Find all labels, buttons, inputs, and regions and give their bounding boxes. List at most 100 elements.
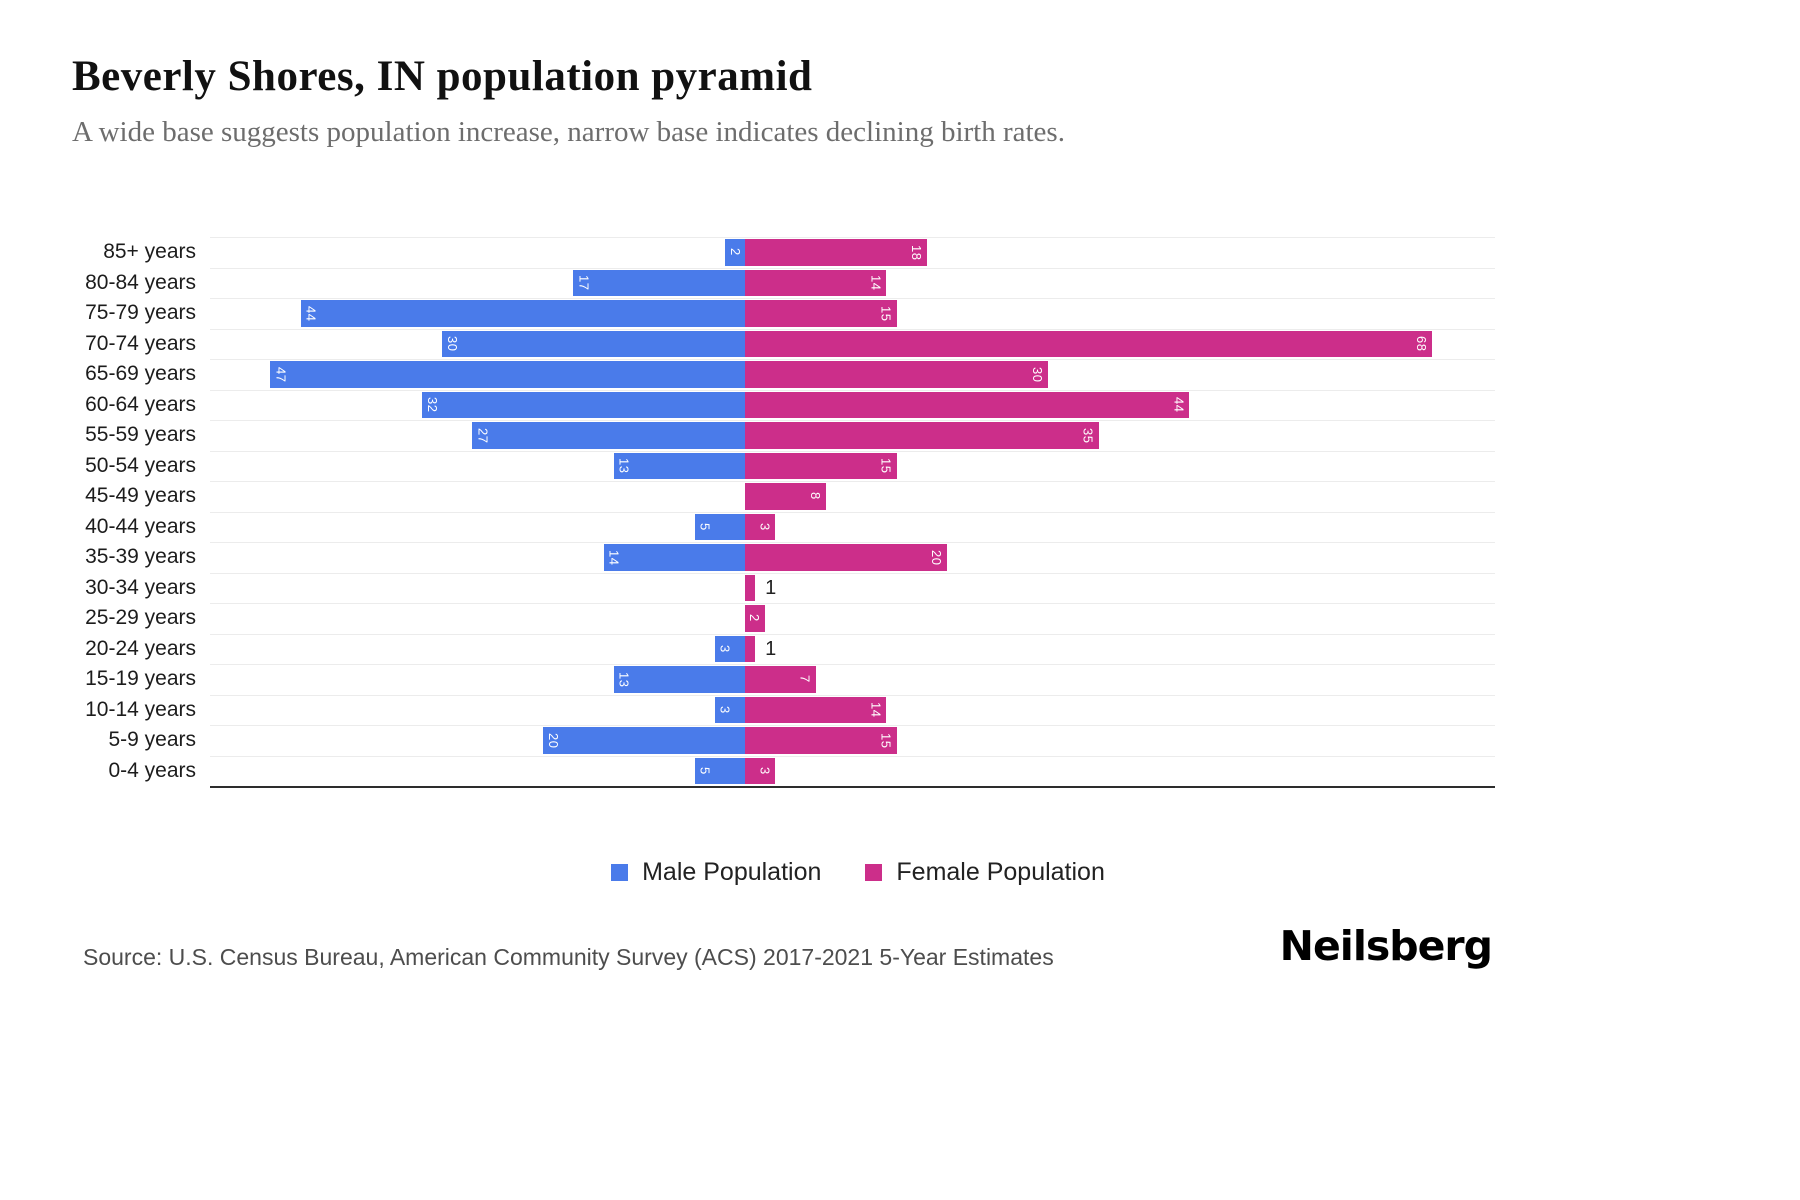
page-subtitle: A wide base suggests population increase…: [72, 116, 1065, 148]
y-axis-label: 50-54 years: [85, 453, 196, 477]
bar-value-label: 2: [747, 614, 763, 623]
gridline: [210, 328, 1495, 330]
bar-value-label: 68: [1413, 336, 1429, 352]
brand-logo: Neilsberg: [1279, 922, 1493, 970]
chart-row: 40-44 years 5 3: [0, 511, 1800, 543]
gridline: [210, 633, 1495, 635]
bar-value-label: 5: [697, 522, 713, 531]
chart-row: 10-14 years 3 14: [0, 694, 1800, 726]
bar-value-label: 3: [757, 766, 773, 775]
bar-value-label: 1: [765, 637, 777, 660]
gridline: [210, 389, 1495, 391]
y-axis-label: 5-9 years: [108, 728, 196, 751]
bar-value-label: 44: [1171, 397, 1187, 413]
bar-value-label: 14: [868, 702, 884, 718]
bar-value-label: 7: [797, 675, 813, 684]
gridline: [210, 420, 1495, 421]
y-axis-label: 75-79 years: [85, 301, 196, 324]
bar-value-label: 14: [868, 275, 884, 291]
gridline: [210, 267, 1495, 269]
gridline: [210, 572, 1495, 574]
chart-row: 75-79 years 44 15: [0, 298, 1800, 329]
bar-value-label: 2: [727, 248, 743, 257]
female-bar: 15: [745, 300, 897, 327]
male-bar: 27: [472, 422, 745, 449]
bar-value-label: 20: [546, 732, 561, 748]
male-bar: 3: [714, 635, 745, 662]
bar-value-label: 27: [475, 427, 491, 443]
gridline: [210, 298, 1495, 299]
female-bar: 15: [745, 727, 897, 754]
female-bar: [745, 574, 756, 601]
chart-row: 20-24 years 3 1: [0, 633, 1800, 665]
male-bar: 13: [613, 452, 745, 479]
gridline: [210, 237, 1495, 238]
y-axis-label: 65-69 years: [85, 362, 196, 385]
y-axis-label: 25-29 years: [85, 606, 196, 629]
bar-value-label: 3: [757, 522, 773, 531]
source-attribution: Source: U.S. Census Bureau, American Com…: [83, 944, 1054, 970]
gridline: [210, 603, 1495, 604]
female-bar: 2: [745, 605, 766, 632]
bar-value-label: 5: [697, 766, 713, 775]
gridline: [210, 725, 1495, 726]
bar-value-label: 20: [929, 549, 944, 565]
female-bar: 8: [745, 483, 826, 510]
y-axis-label: 85+ years: [103, 240, 196, 263]
female-bar: 18: [745, 239, 927, 266]
female-bar: 14: [745, 696, 887, 723]
female-bar: 20: [745, 544, 947, 571]
bar-value-label: 15: [878, 732, 894, 748]
gridline: [210, 450, 1495, 452]
male-bar: 17: [573, 269, 745, 296]
bar-value-label: 15: [878, 305, 894, 321]
female-bar: 15: [745, 452, 897, 479]
bar-value-label: 13: [616, 458, 632, 474]
bar-value-label: 18: [908, 244, 924, 260]
female-bar: 3: [745, 757, 776, 784]
male-bar: 32: [421, 391, 745, 418]
bar-value-label: 17: [576, 275, 592, 291]
chart-row: 5-9 years 20 15: [0, 725, 1800, 756]
y-axis-label: 30-34 years: [85, 575, 196, 599]
gridline: [210, 481, 1495, 482]
female-bar: 44: [745, 391, 1190, 418]
chart-row: 50-54 years 13 15: [0, 450, 1800, 482]
legend-item-male[interactable]: Male Population: [611, 858, 821, 887]
bar-value-label: 3: [717, 705, 733, 714]
y-axis-label: 15-19 years: [85, 667, 196, 690]
population-pyramid-chart: 85+ years 2 18 80-84 years 17 14 75-79 years 44…: [0, 237, 1800, 786]
bar-value-label: 8: [807, 492, 823, 501]
bar-value-label: 3: [717, 644, 733, 653]
male-bar: 47: [270, 361, 745, 388]
bar-value-label: 14: [606, 549, 622, 565]
chart-row: 85+ years 2 18: [0, 237, 1800, 268]
male-bar: 44: [300, 300, 745, 327]
chart-row: 55-59 years 27 35: [0, 420, 1800, 451]
female-bar: [745, 635, 756, 662]
male-bar: 14: [603, 544, 745, 571]
bar-value-label: 47: [273, 366, 289, 382]
legend-label-female: Female Population: [896, 857, 1105, 886]
chart-row: 30-34 years 1: [0, 572, 1800, 604]
male-bar: 30: [442, 330, 745, 357]
bar-value-label: 30: [445, 336, 460, 352]
chart-row: 35-39 years 14 20: [0, 542, 1800, 573]
legend-item-female[interactable]: Female Population: [865, 857, 1105, 887]
female-bar: 14: [745, 269, 887, 296]
female-bar: 7: [745, 666, 816, 693]
male-bar: 13: [613, 666, 745, 693]
female-bar: 3: [745, 513, 776, 540]
chart-row: 65-69 years 47 30: [0, 359, 1800, 390]
bar-value-label: 15: [878, 458, 894, 474]
y-axis-label: 70-74 years: [85, 331, 196, 355]
chart-row: 25-29 years 2: [0, 603, 1800, 634]
female-bar: 68: [745, 330, 1432, 357]
chart-row: 60-64 years 32 44: [0, 389, 1800, 421]
female-swatch-icon: [865, 863, 883, 881]
chart-row: 45-49 years 8: [0, 481, 1800, 512]
x-axis-line: [210, 786, 1495, 788]
female-bar: 35: [745, 422, 1099, 449]
gridline: [210, 694, 1495, 696]
y-axis-label: 40-44 years: [85, 514, 196, 538]
